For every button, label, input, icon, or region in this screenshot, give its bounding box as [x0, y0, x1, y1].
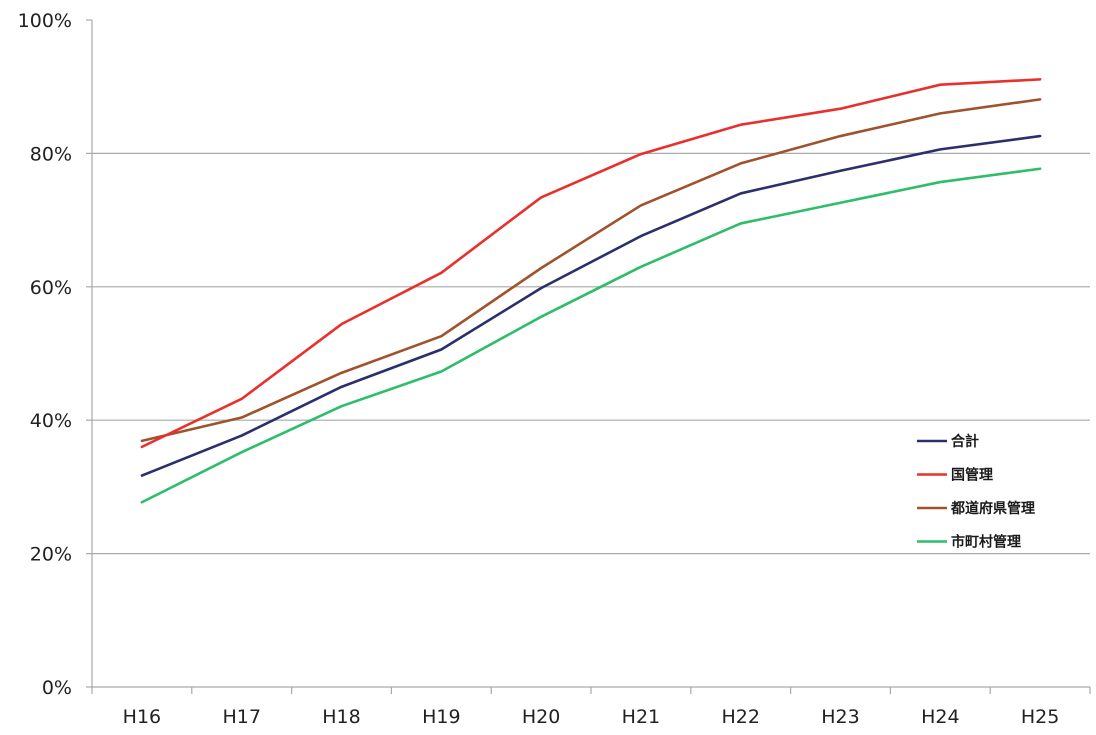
legend-label: 市町村管理 [951, 534, 1021, 551]
x-tick-label: H16 [123, 706, 161, 728]
y-tick-label: 40% [30, 410, 72, 432]
y-tick-label: 80% [30, 143, 72, 165]
x-tick-label: H22 [721, 706, 759, 728]
y-tick-label: 20% [30, 544, 72, 566]
x-tick-label: H20 [522, 706, 560, 728]
y-tick-label: 0% [42, 677, 72, 699]
x-tick-label: H24 [921, 706, 959, 728]
series-line-2 [140, 98, 1042, 443]
x-tick-label: H18 [322, 706, 360, 728]
legend-label: 合計 [951, 433, 979, 450]
y-tick-label: 60% [30, 277, 72, 299]
x-tick-label: H19 [422, 706, 460, 728]
x-tick-label: H17 [222, 706, 260, 728]
legend-label: 都道府県管理 [950, 500, 1035, 517]
series-line-0 [140, 134, 1042, 477]
series-line-3 [140, 167, 1042, 504]
y-tick-label: 100% [18, 10, 72, 32]
x-tick-label: H21 [622, 706, 660, 728]
x-tick-label: H23 [821, 706, 859, 728]
series-line-1 [140, 78, 1042, 449]
legend-label: 国管理 [951, 467, 993, 484]
x-tick-label: H25 [1021, 706, 1059, 728]
